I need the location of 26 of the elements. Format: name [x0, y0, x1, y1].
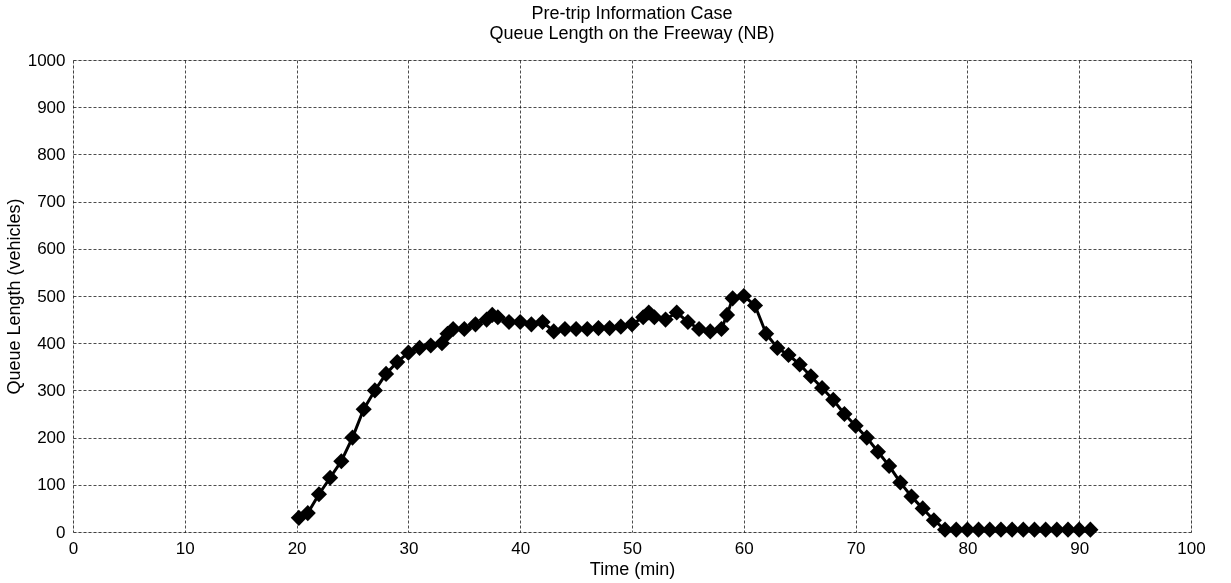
- y-axis-title: Queue Length (vehicles): [3, 198, 24, 395]
- x-tick-label: 40: [511, 538, 531, 558]
- x-tick-label: 70: [846, 538, 866, 558]
- x-axis-title: Time (min): [589, 558, 676, 579]
- x-tick-label: 80: [958, 538, 978, 558]
- y-tick-label: 200: [37, 428, 66, 448]
- x-tick-label: 30: [399, 538, 419, 558]
- x-tick-label: 100: [1177, 538, 1206, 558]
- text: Queue Length on the Freeway (NB): [489, 23, 775, 43]
- x-tick-label: 50: [623, 538, 642, 558]
- x-tick-label: 90: [1070, 538, 1090, 558]
- y-tick-label: 600: [37, 239, 66, 259]
- y-tick-label: 300: [37, 380, 66, 400]
- x-tick-label: 20: [287, 538, 307, 558]
- y-tick-label: 400: [37, 333, 66, 353]
- text: Pre-trip Information Case: [531, 3, 733, 23]
- x-tick-label: 10: [175, 538, 195, 558]
- y-tick-label: 500: [37, 286, 66, 306]
- y-tick-label: 900: [37, 97, 66, 117]
- y-tick-label: 0: [56, 522, 66, 542]
- y-tick-label: 1000: [27, 50, 66, 70]
- x-tick-label: 0: [68, 538, 79, 558]
- x-tick-label: 60: [734, 538, 754, 558]
- y-tick-label: 100: [37, 475, 66, 495]
- y-tick-label: 800: [37, 144, 66, 164]
- y-tick-label: 700: [37, 192, 66, 212]
